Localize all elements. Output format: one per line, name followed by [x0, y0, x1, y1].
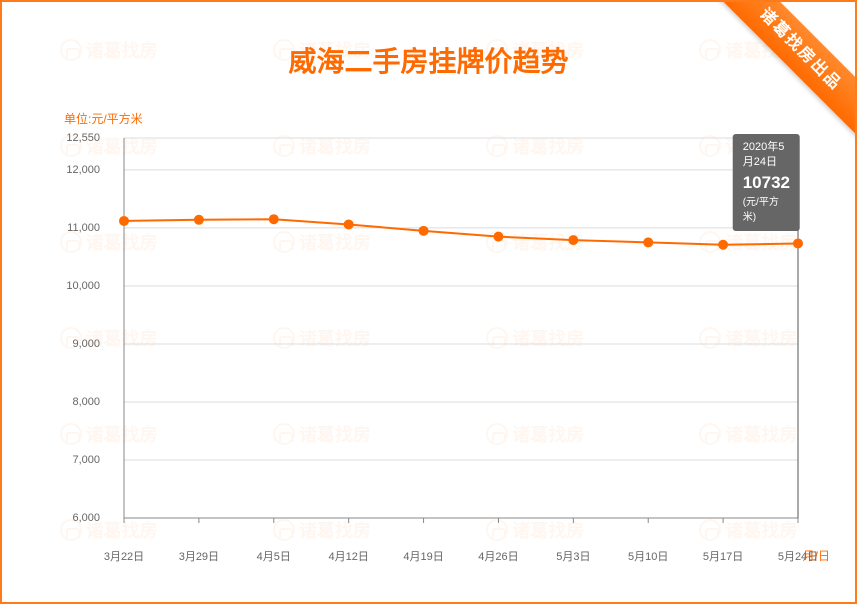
- chart-container: 诸葛找房诸葛找房诸葛找房诸葛找房诸葛找房诸葛找房诸葛找房诸葛找房诸葛找房诸葛找房…: [0, 0, 857, 604]
- x-tick-label: 4月5日: [257, 548, 291, 564]
- x-tick-label: 5月24日: [778, 548, 818, 564]
- y-tick-label: 7,000: [72, 454, 100, 466]
- x-tick-label: 4月26日: [478, 548, 518, 564]
- tooltip-value: 10732: [743, 173, 790, 192]
- x-tick-label: 4月12日: [328, 548, 368, 564]
- y-axis-unit: 单位:元/平方米: [64, 110, 143, 127]
- x-tick-label: 3月22日: [104, 548, 144, 564]
- y-tick-label: 11,000: [67, 222, 100, 234]
- x-tick-label: 4月19日: [403, 548, 443, 564]
- x-tick-label: 5月10日: [628, 548, 668, 564]
- y-tick-label: 9,000: [72, 338, 100, 350]
- chart-svg: [106, 132, 818, 542]
- tooltip: 2020年5月24日 10732 (元/平方米): [733, 134, 800, 231]
- y-tick-label: 6,000: [72, 512, 100, 524]
- x-tick-label: 5月3日: [556, 548, 590, 564]
- y-tick-label: 10,000: [66, 280, 100, 292]
- chart-area: 单位:元/平方米 月/日 6,0007,0008,0009,00010,0001…: [64, 110, 834, 580]
- y-tick-label: 12,550: [66, 132, 100, 144]
- y-tick-label: 8,000: [72, 396, 100, 408]
- x-tick-label: 5月17日: [703, 548, 743, 564]
- plot-region: 6,0007,0008,0009,00010,00011,00012,00012…: [106, 132, 818, 542]
- tooltip-date: 2020年5月24日: [743, 140, 790, 171]
- y-tick-label: 12,000: [66, 164, 100, 176]
- x-tick-label: 3月29日: [179, 548, 219, 564]
- tooltip-unit: (元/平方米): [743, 197, 779, 223]
